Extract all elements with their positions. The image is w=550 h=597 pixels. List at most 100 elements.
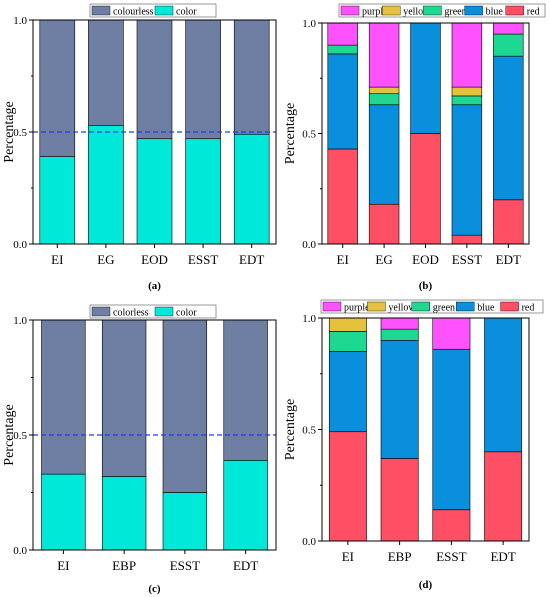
bar-c-EBP-colorless	[101, 319, 147, 477]
bar-a-EI-colourless	[39, 19, 76, 157]
legend-c: colorless color	[89, 304, 217, 319]
x-tick-label: ESST	[188, 252, 218, 267]
bar-b-EOD-red	[410, 133, 441, 245]
bar-d-EBP-red	[380, 458, 419, 542]
bar-b-EI-red	[327, 148, 358, 245]
y-tick-label: 0.5	[302, 129, 316, 141]
x-tick-label: EBP	[112, 558, 136, 573]
y-axis-label: Percentage	[283, 399, 298, 460]
bar-d-EI-green	[328, 331, 367, 352]
legend-swatch	[500, 301, 519, 312]
bar-b-EG-purple	[368, 22, 400, 88]
bar-a-ESST-color	[185, 138, 221, 245]
legend-box	[89, 304, 217, 319]
x-tick-label: ESST	[436, 549, 466, 564]
bar-b-ESST-purple	[451, 22, 483, 88]
bar-b-EG-green	[368, 93, 400, 106]
bar-b-EOD-blue	[410, 22, 441, 134]
legend-swatch	[91, 306, 111, 317]
bar-a-EOD-color	[136, 138, 173, 245]
bar-c-EI-color	[41, 473, 86, 551]
x-tick-label: EOD	[412, 252, 439, 267]
y-tick-label: 0.5	[13, 127, 27, 139]
x-tick-label: EBP	[388, 549, 412, 564]
bar-b-ESST-green	[451, 95, 483, 106]
legend-swatch	[423, 5, 442, 16]
bar-b-EG-blue	[368, 104, 400, 205]
y-tick-label: 0.5	[13, 430, 27, 442]
bar-b-EG-red	[368, 203, 400, 245]
y-tick-label: 0.0	[13, 545, 27, 557]
chart-d: EI EBP ESST EDT 0.0 0.5 1.0 Percentage purple yel…	[283, 299, 544, 591]
x-tick-label: EI	[51, 252, 63, 267]
bar-b-EDT-green	[493, 33, 524, 57]
legend-label: red	[522, 303, 535, 314]
bar-b-EDT-red	[493, 199, 524, 245]
bar-c-EI-colorless	[41, 319, 86, 475]
legend-label: colorless	[113, 308, 149, 319]
bar-a-EG-color	[88, 124, 124, 245]
bar-b-EI-blue	[327, 53, 358, 150]
x-tick-label: EI	[337, 252, 349, 267]
bar-a-EI-color	[39, 156, 76, 245]
bar-b-ESST-red	[451, 234, 483, 245]
x-tick-label: EOD	[141, 252, 168, 267]
bar-d-EI-red	[328, 431, 367, 542]
bar-d-EBP-purple	[380, 317, 419, 330]
bar-d-ESST-red	[432, 509, 471, 542]
bar-d-EBP-green	[380, 328, 419, 341]
bar-b-EG-yellow	[368, 86, 400, 95]
bar-c-EDT-color	[223, 459, 268, 551]
x-tick-label: EG	[375, 252, 392, 267]
x-tick-label: EDT	[496, 252, 521, 267]
bar-b-ESST-blue	[451, 104, 483, 236]
y-tick-label: 0.0	[302, 239, 316, 251]
bar-d-ESST-purple	[432, 317, 471, 350]
bar-d-EI-yellow	[328, 317, 367, 332]
bar-c-EDT-colorless	[223, 319, 268, 461]
y-axis-label: Percentage	[2, 404, 17, 465]
x-tick-label: EDT	[239, 252, 264, 267]
bar-a-EDT-color	[233, 133, 270, 245]
bar-a-EDT-colourless	[233, 19, 270, 135]
x-tick-label: EDT	[233, 558, 258, 573]
legend-swatch	[340, 5, 360, 16]
bar-d-ESST-blue	[432, 348, 471, 511]
y-tick-label: 1.0	[13, 315, 27, 327]
legend-swatch	[505, 5, 524, 16]
y-tick-label: 1.0	[13, 15, 27, 27]
legend-label: green	[444, 7, 466, 18]
bar-c-ESST-colorless	[162, 319, 208, 493]
legend-label: yellow	[403, 7, 431, 18]
y-tick-label: 0.5	[302, 425, 316, 437]
legend-label: purple	[362, 7, 388, 18]
bar-c-ESST-color	[162, 492, 208, 551]
panel-caption: (c)	[148, 583, 161, 595]
bar-b-EDT-purple	[493, 22, 524, 35]
y-tick-label: 1.0	[302, 313, 316, 325]
legend-label: colourless	[113, 7, 154, 18]
legend-label: yellow	[388, 303, 416, 314]
x-tick-label: EI	[57, 558, 69, 573]
legend-label: red	[527, 7, 540, 18]
legend-swatch	[91, 5, 111, 16]
y-tick-label: 1.0	[302, 18, 316, 30]
legend-label: color	[176, 7, 197, 18]
bar-b-EDT-blue	[493, 55, 524, 201]
bar-a-EOD-colourless	[136, 19, 173, 140]
legend-label: green	[433, 303, 455, 314]
chart-c: EI EBP ESST EDT 0.0 0.5 1.0 Percentage colorless…	[2, 304, 277, 595]
y-axis-label: Percentage	[283, 103, 298, 164]
bar-c-EBP-color	[101, 476, 147, 551]
chart-a: EI EG EOD ESST EDT 0.0 0.5 1.0 Percentage colourl…	[2, 3, 277, 292]
legend-d: purple yellow green blue red	[320, 299, 544, 314]
x-tick-label: ESST	[170, 558, 200, 573]
panel-caption: (b)	[419, 280, 433, 292]
y-axis-label: Percentage	[2, 101, 17, 162]
bar-a-EG-colourless	[88, 19, 124, 126]
legend-swatch	[322, 301, 342, 312]
legend-swatch	[154, 306, 174, 317]
bar-a-ESST-colourless	[185, 19, 221, 140]
legend-label: blue	[477, 303, 495, 314]
